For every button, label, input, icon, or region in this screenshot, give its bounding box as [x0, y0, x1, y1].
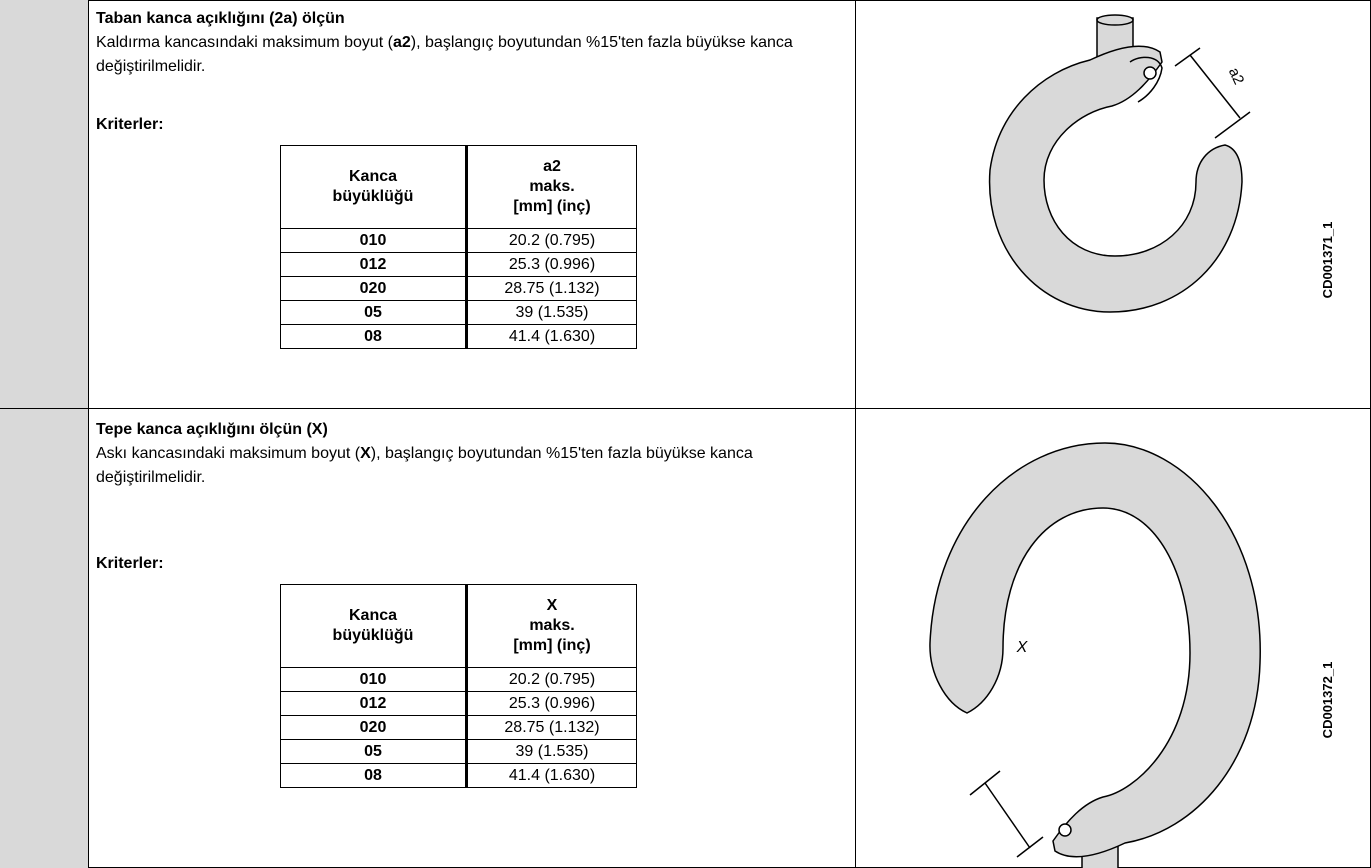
row-divider	[0, 408, 1371, 409]
figure-code: CD001371_1	[1320, 222, 1335, 299]
table-cell: 012	[280, 691, 468, 716]
header-cell: Kanca büyüklüğü	[280, 584, 468, 668]
header-line: X	[546, 597, 558, 614]
header-line: [mm] (inç)	[513, 637, 591, 654]
header-row: Kanca büyüklüğü a2 maks. [mm] (inç)	[280, 145, 637, 229]
dimension-tick	[1016, 836, 1044, 858]
text-run: Askı kancasındaki maksimum boyut (	[96, 445, 361, 462]
latch-eye	[1143, 66, 1157, 80]
paragraph: Kaldırma kancasındaki maksimum boyut (a2…	[96, 31, 848, 79]
header-line: a2	[543, 158, 561, 175]
dimension-line	[1189, 54, 1241, 119]
text-run: Kaldırma kancasındaki maksimum boyut (	[96, 34, 393, 51]
section: Taban kanca açıklığını (2a) ölçün Kaldırm…	[96, 7, 848, 349]
criteria-table: Kanca büyüklüğü a2 maks. [mm] (inç) 010 20.2 (…	[280, 145, 637, 349]
table-cell: 39 (1.535)	[466, 300, 637, 325]
section-title: Taban kanca açıklığını (2a) ölçün	[96, 10, 345, 27]
criteria-label: Kriterler:	[96, 116, 164, 133]
dimension-tick	[1174, 47, 1201, 67]
section-title: Tepe kanca açıklığını ölçün (X)	[96, 421, 328, 438]
hook-body	[988, 45, 1243, 313]
table-cell: 010	[280, 228, 468, 253]
latch	[1129, 56, 1163, 103]
table-cell: 41.4 (1.630)	[466, 763, 637, 788]
latch-eye	[1058, 823, 1072, 837]
table-cell: 010	[280, 667, 468, 692]
dimension-tick	[1214, 111, 1251, 139]
table-cell: 25.3 (0.996)	[466, 691, 637, 716]
table-row: 05 39 (1.535)	[280, 739, 637, 764]
figure-code: CD001372_1	[1320, 662, 1335, 739]
table-cell: 08	[280, 763, 468, 788]
table-row: 08 41.4 (1.630)	[280, 324, 637, 349]
dimension-label: X	[1016, 639, 1029, 656]
table-cell: 05	[280, 300, 468, 325]
table-row: 010 20.2 (0.795)	[280, 667, 637, 692]
table-cell: 20.2 (0.795)	[466, 667, 637, 692]
table-cell: 020	[280, 276, 468, 301]
text-run: ), başlangıç boyutundan %15'ten fazla bü…	[96, 445, 753, 486]
side-cell	[0, 0, 89, 408]
table-row: 012 25.3 (0.996)	[280, 252, 637, 277]
shank-end	[1096, 14, 1134, 26]
header-line: Kanca	[348, 607, 398, 624]
table-cell: 020	[280, 715, 468, 740]
paragraph: Askı kancasındaki maksimum boyut (X), ba…	[96, 442, 848, 490]
table-cell: 39 (1.535)	[466, 739, 637, 764]
table-cell: 41.4 (1.630)	[466, 324, 637, 349]
hook-body	[929, 442, 1261, 858]
text-run: ), başlangıç boyutundan %15'ten fazla bü…	[96, 34, 793, 75]
table-cell: 28.75 (1.132)	[466, 715, 637, 740]
table-row: 020 28.75 (1.132)	[280, 715, 637, 740]
hook-figure	[988, 14, 1251, 313]
side-cell	[0, 409, 89, 868]
table-cell: 08	[280, 324, 468, 349]
table-cell: 20.2 (0.795)	[466, 228, 637, 253]
table-cell: 25.3 (0.996)	[466, 252, 637, 277]
dimension-tick	[969, 770, 1001, 796]
table-cell: 012	[280, 252, 468, 277]
header-line: büyüklüğü	[332, 188, 414, 205]
header-line: maks.	[529, 617, 575, 634]
section: Tepe kanca açıklığını ölçün (X) Askı kanc…	[96, 418, 848, 788]
header-cell: Kanca büyüklüğü	[280, 145, 468, 229]
table-row: 08 41.4 (1.630)	[280, 763, 637, 788]
header-cell: a2 maks. [mm] (inç)	[466, 145, 637, 229]
header-line: [mm] (inç)	[513, 198, 591, 215]
table-row: 012 25.3 (0.996)	[280, 691, 637, 716]
table-row: 010 20.2 (0.795)	[280, 228, 637, 253]
dimension-line	[984, 782, 1031, 849]
table-row: 020 28.75 (1.132)	[280, 276, 637, 301]
header-line: Kanca	[348, 168, 398, 185]
text-run: X	[360, 445, 371, 462]
table-row: 05 39 (1.535)	[280, 300, 637, 325]
header-line: maks.	[529, 178, 575, 195]
column-divider	[855, 0, 856, 868]
dimension-label: a2	[1225, 65, 1247, 87]
header-line: büyüklüğü	[332, 627, 414, 644]
text-run: a2	[393, 34, 411, 51]
hook-figure	[929, 442, 1261, 868]
criteria-label: Kriterler:	[96, 555, 164, 572]
table-cell: 28.75 (1.132)	[466, 276, 637, 301]
table-cell: 05	[280, 739, 468, 764]
